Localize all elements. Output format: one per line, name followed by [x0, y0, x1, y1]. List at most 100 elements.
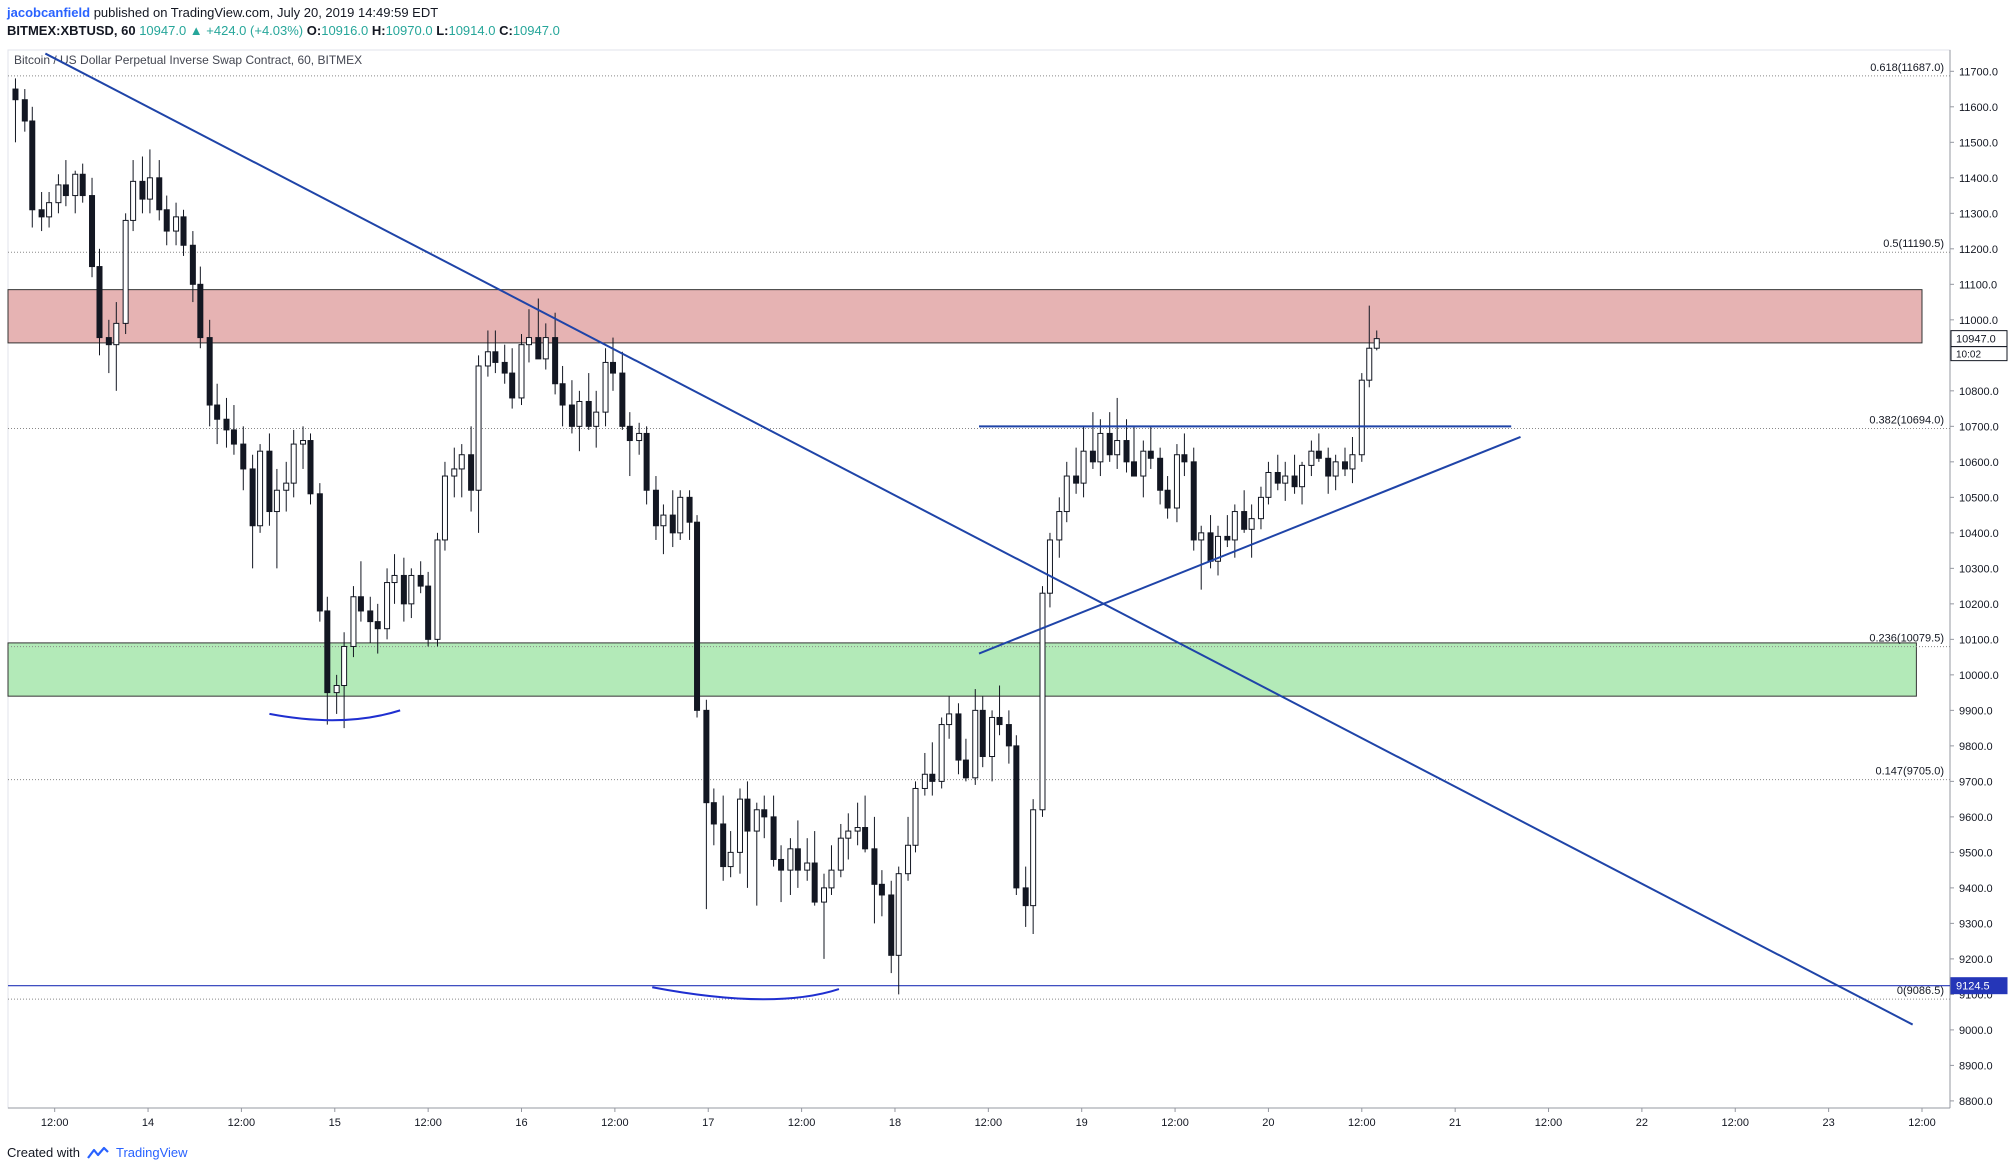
- candle-body: [888, 894, 895, 956]
- candle-body: [686, 496, 693, 523]
- y-tick-label: 10000.0: [1959, 670, 1999, 682]
- candle-body: [525, 337, 532, 346]
- candle-body: [770, 816, 777, 860]
- y-tick-label: 9800.0: [1959, 741, 1993, 753]
- candle-body: [21, 99, 28, 122]
- change-label: 10947.0 ▲ +424.0 (+4.03%): [139, 23, 304, 38]
- candle-body: [996, 716, 1003, 726]
- candle-body: [55, 184, 62, 204]
- y-tick-label: 9900.0: [1959, 705, 1993, 717]
- candle-body: [1097, 432, 1104, 463]
- candle-body: [400, 574, 407, 605]
- candle-body: [1130, 461, 1137, 477]
- footer: Created with TradingView: [7, 1145, 188, 1160]
- candle-body: [1366, 347, 1373, 381]
- candle-body: [811, 862, 818, 903]
- y-tick-label: 10600.0: [1959, 457, 1999, 469]
- candle-body: [214, 404, 221, 420]
- candle-body: [434, 539, 441, 640]
- price-chart[interactable]: Bitcoin / US Dollar Perpetual Inverse Sw…: [0, 40, 2012, 1140]
- x-tick-label: 20: [1262, 1117, 1274, 1129]
- fib-level-label: 0.382(10694.0): [1869, 414, 1944, 426]
- candle-body: [283, 482, 290, 491]
- trendline-descending: [44, 52, 1914, 1026]
- candle-body: [484, 351, 491, 367]
- x-tick-label: 16: [515, 1117, 527, 1129]
- candle-body: [921, 773, 928, 789]
- candle-body: [1373, 338, 1380, 349]
- y-tick-label: 10100.0: [1959, 634, 1999, 646]
- candle-body: [350, 596, 357, 647]
- candle-body: [1157, 457, 1164, 491]
- y-tick-label: 9500.0: [1959, 847, 1993, 859]
- author-link[interactable]: jacobcanfield: [7, 5, 91, 20]
- candle-body: [585, 400, 592, 427]
- y-tick-label: 9300.0: [1959, 918, 1993, 930]
- candle-body: [249, 468, 256, 527]
- candle-body: [610, 361, 617, 374]
- candle-body: [451, 468, 458, 477]
- x-tick-label: 12:00: [228, 1117, 256, 1129]
- candle-body: [1291, 475, 1298, 488]
- candle-body: [223, 418, 230, 431]
- candle-body: [206, 337, 213, 406]
- candle-body: [989, 716, 996, 758]
- candle-body: [1341, 461, 1348, 470]
- candle-body: [1282, 475, 1289, 484]
- tradingview-brand[interactable]: TradingView: [115, 1145, 188, 1160]
- chart-header: jacobcanfield published on TradingView.c…: [7, 4, 560, 40]
- candle-body: [367, 610, 374, 623]
- candle-body: [1207, 532, 1214, 562]
- candle-body: [837, 837, 844, 871]
- curve-double-bottom-2: [652, 986, 840, 1001]
- candle-body: [593, 411, 600, 427]
- candle-body: [1013, 745, 1020, 889]
- y-tick-label: 10800.0: [1959, 386, 1999, 398]
- candle-body: [1140, 450, 1147, 477]
- price-badge: [1950, 977, 2008, 995]
- candle-body: [1308, 450, 1315, 466]
- candle-body: [694, 521, 701, 711]
- candle-body: [761, 809, 768, 818]
- x-tick-label: 21: [1449, 1117, 1461, 1129]
- candle-body: [1089, 450, 1096, 463]
- candle-body: [300, 440, 307, 445]
- candle-body: [180, 216, 187, 246]
- candle-body: [660, 514, 667, 527]
- candle-body: [230, 429, 237, 445]
- close-value: 10947.0: [512, 23, 560, 38]
- candle-body: [316, 493, 323, 612]
- y-tick-label: 10700.0: [1959, 421, 1999, 433]
- y-tick-label: 11200.0: [1959, 244, 1998, 256]
- candle-body: [727, 851, 734, 868]
- candle-body: [912, 787, 919, 846]
- candle-body: [468, 454, 475, 491]
- price-badge-label: 9124.5: [1956, 981, 1990, 993]
- candle-body: [518, 344, 525, 399]
- candle-body: [146, 177, 153, 200]
- candle-body: [1106, 432, 1113, 456]
- open-label: O:: [306, 23, 322, 38]
- candle-body: [542, 337, 549, 360]
- candle-body: [501, 361, 508, 374]
- x-tick-label: 19: [1076, 1117, 1088, 1129]
- candle-body: [1039, 592, 1046, 811]
- candle-body: [173, 216, 180, 232]
- publish-line: jacobcanfield published on TradingView.c…: [7, 4, 560, 22]
- candle-body: [357, 596, 364, 612]
- symbol-label: BITMEX:XBTUSD, 60: [7, 23, 136, 38]
- y-tick-label: 8800.0: [1959, 1096, 1993, 1108]
- candle-body: [1123, 440, 1130, 463]
- candle-body: [979, 709, 986, 758]
- x-tick-label: 12:00: [1161, 1117, 1189, 1129]
- candle-body: [324, 610, 331, 694]
- candle-body: [778, 858, 785, 871]
- low-value: 10914.0: [448, 23, 496, 38]
- candle-body: [1332, 461, 1339, 477]
- price-badge-label: 10947.0: [1956, 334, 1996, 346]
- high-label: H:: [371, 23, 386, 38]
- candle-body: [38, 209, 45, 218]
- y-tick-label: 9000.0: [1959, 1025, 1993, 1037]
- y-tick-label: 8900.0: [1959, 1060, 1993, 1072]
- candle-body: [273, 489, 280, 513]
